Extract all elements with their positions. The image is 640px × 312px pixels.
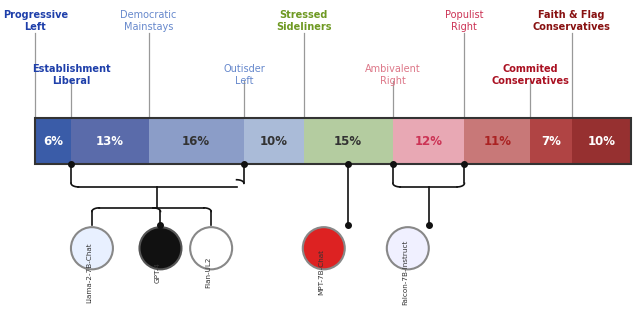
Text: 12%: 12% (415, 135, 443, 148)
Bar (572, 118, 631, 164)
Text: 10%: 10% (588, 135, 616, 148)
Bar (393, 118, 465, 164)
Text: Outisder
Left: Outisder Left (223, 64, 265, 86)
Bar (35, 118, 631, 164)
Bar (530, 118, 572, 164)
Text: 7%: 7% (541, 135, 561, 148)
Text: GPT-4: GPT-4 (154, 262, 161, 283)
Text: 11%: 11% (483, 135, 511, 148)
Text: 16%: 16% (182, 135, 211, 148)
Bar (244, 118, 303, 164)
Text: Ambivalent
Right: Ambivalent Right (365, 64, 420, 86)
Bar (148, 118, 244, 164)
Ellipse shape (71, 227, 113, 269)
Text: Progressive
Left: Progressive Left (3, 10, 68, 32)
Text: Faith & Flag
Conservatives: Faith & Flag Conservatives (532, 10, 611, 32)
Text: 13%: 13% (96, 135, 124, 148)
Ellipse shape (303, 227, 345, 269)
Ellipse shape (190, 227, 232, 269)
Bar (35, 118, 71, 164)
Ellipse shape (387, 227, 429, 269)
Text: Democratic
Mainstays: Democratic Mainstays (120, 10, 177, 32)
Ellipse shape (140, 227, 182, 269)
Bar (303, 118, 393, 164)
Text: Commited
Conservatives: Commited Conservatives (491, 64, 569, 86)
Text: Flan-UL2: Flan-UL2 (205, 256, 211, 288)
Text: Llama-2-7B-Chat: Llama-2-7B-Chat (86, 242, 92, 303)
Text: 6%: 6% (44, 135, 63, 148)
Text: Stressed
Sideliners: Stressed Sideliners (276, 10, 332, 32)
Text: Falcon-7B-Instruct: Falcon-7B-Instruct (402, 240, 408, 305)
Bar (465, 118, 530, 164)
Text: Establishment
Liberal: Establishment Liberal (32, 64, 110, 86)
Text: Populist
Right: Populist Right (445, 10, 484, 32)
Text: 15%: 15% (334, 135, 362, 148)
Text: 10%: 10% (260, 135, 288, 148)
Text: MPT-7B-Chat: MPT-7B-Chat (318, 249, 324, 295)
Bar (71, 118, 148, 164)
